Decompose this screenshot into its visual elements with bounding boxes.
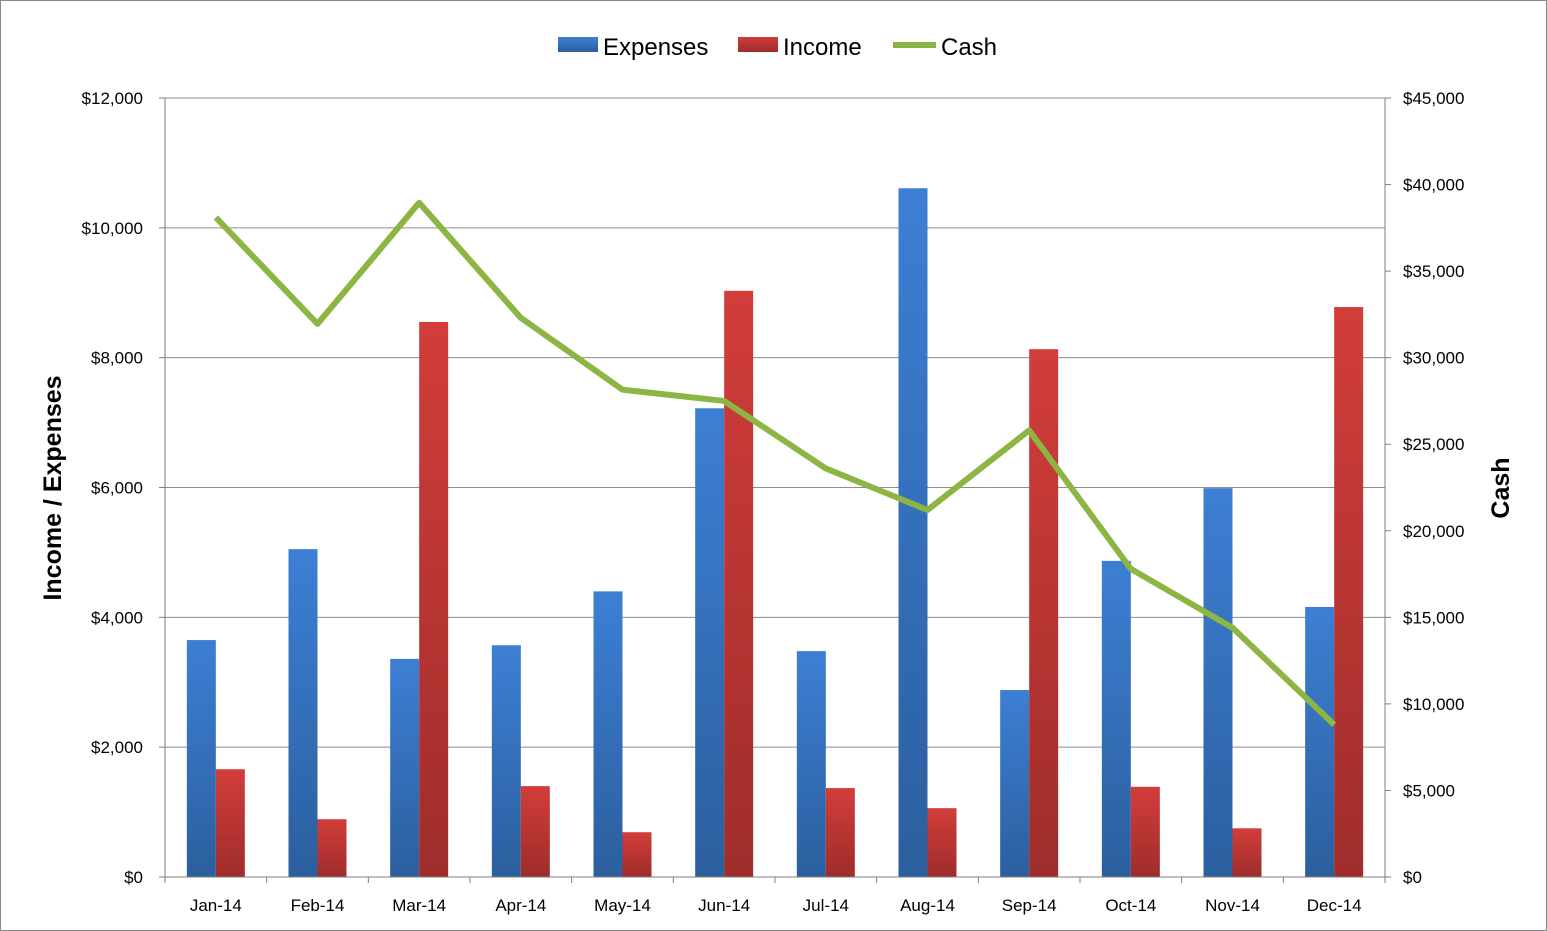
y-axis-title: Income / Expenses <box>39 375 67 600</box>
y2-tick-label: $5,000 <box>1403 781 1455 800</box>
bar-expenses-oct-14 <box>1101 560 1131 877</box>
bar-income-jul-14 <box>825 788 855 877</box>
bar-expenses-apr-14 <box>491 645 521 877</box>
bar-expenses-aug-14 <box>898 188 928 878</box>
x-tick-label: May-14 <box>594 896 651 915</box>
y-tick-label: $12,000 <box>82 89 143 108</box>
y-tick-label: $6,000 <box>91 479 143 498</box>
y2-tick-label: $10,000 <box>1403 695 1464 714</box>
x-tick-label: Aug-14 <box>900 896 955 915</box>
x-tick-label: Sep-14 <box>1002 896 1057 915</box>
y2-tick-label: $15,000 <box>1403 608 1464 627</box>
bar-income-jan-14 <box>215 769 245 877</box>
bar-expenses-nov-14 <box>1203 488 1233 877</box>
legend-label-income: Income <box>783 34 862 61</box>
bar-income-jun-14 <box>724 290 754 877</box>
x-tick-label: Feb-14 <box>291 896 345 915</box>
y2-tick-label: $20,000 <box>1403 522 1464 541</box>
y-tick-label: $2,000 <box>91 738 143 757</box>
y-tick-label: $8,000 <box>91 349 143 368</box>
bar-expenses-mar-14 <box>390 658 420 877</box>
legend: Expenses Income Cash <box>558 34 997 61</box>
line-cash <box>213 199 1337 727</box>
bar-expenses-sep-14 <box>1000 690 1030 877</box>
y2-tick-label: $30,000 <box>1403 349 1464 368</box>
x-tick-label: Mar-14 <box>392 896 446 915</box>
bar-expenses-feb-14 <box>288 549 318 877</box>
bar-income-may-14 <box>622 832 652 877</box>
y-tick-label: $4,000 <box>91 608 143 627</box>
y2-tick-label: $40,000 <box>1403 176 1464 195</box>
legend-swatch-expenses <box>558 37 598 52</box>
x-tick-label: Jun-14 <box>698 896 750 915</box>
y2-tick-label: $45,000 <box>1403 89 1464 108</box>
bar-expenses-jan-14 <box>186 640 216 877</box>
legend-label-expenses: Expenses <box>603 34 708 61</box>
y2-tick-label: $0 <box>1403 868 1422 887</box>
x-tick-label: Jul-14 <box>803 896 849 915</box>
bar-income-mar-14 <box>419 321 449 877</box>
x-tick-label: Jan-14 <box>190 896 242 915</box>
bar-income-sep-14 <box>1029 349 1059 877</box>
y-tick-label: $10,000 <box>82 219 143 238</box>
x-tick-label: Apr-14 <box>495 896 546 915</box>
y2-tick-label: $25,000 <box>1403 435 1464 454</box>
x-tick-label: Oct-14 <box>1105 896 1156 915</box>
y2-tick-label: $35,000 <box>1403 262 1464 281</box>
y-tick-label: $0 <box>124 868 143 887</box>
bar-income-feb-14 <box>317 819 347 877</box>
legend-swatch-income <box>738 37 778 52</box>
bar-income-oct-14 <box>1130 786 1160 877</box>
legend-label-cash: Cash <box>941 34 997 61</box>
x-tick-label: Nov-14 <box>1205 896 1260 915</box>
x-tick-label: Dec-14 <box>1307 896 1362 915</box>
bar-income-apr-14 <box>520 786 550 877</box>
bar-income-dec-14 <box>1334 307 1364 877</box>
bar-income-nov-14 <box>1232 828 1262 877</box>
bar-expenses-jul-14 <box>796 651 826 877</box>
bar-expenses-may-14 <box>593 591 623 877</box>
bar-expenses-dec-14 <box>1305 606 1335 877</box>
y2-axis-title: Cash <box>1487 457 1515 518</box>
bar-expenses-jun-14 <box>695 408 725 877</box>
bar-income-aug-14 <box>927 808 957 877</box>
